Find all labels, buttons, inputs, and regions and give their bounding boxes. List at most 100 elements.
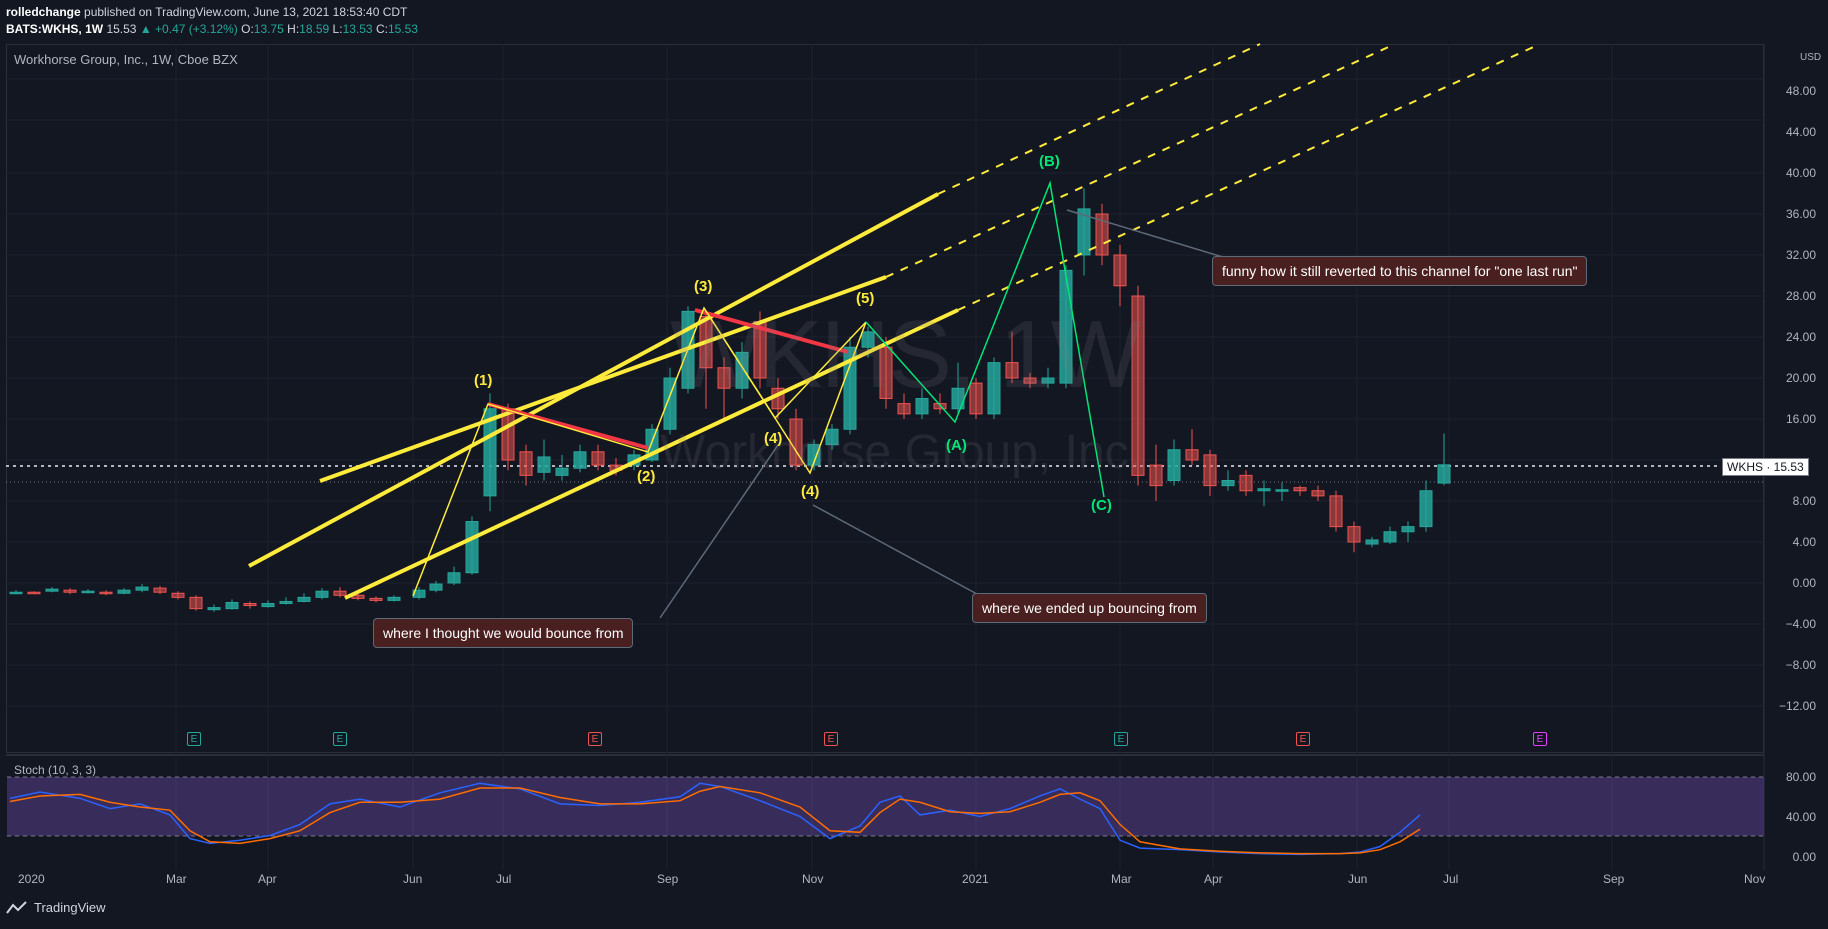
candle-body[interactable]	[987, 362, 1001, 415]
candle-body[interactable]	[315, 590, 329, 598]
candle-body[interactable]	[243, 603, 257, 607]
candle-body[interactable]	[1203, 454, 1217, 487]
candle-body[interactable]	[171, 592, 185, 598]
ohlc-legend: BATS:WKHS, 1W 15.53 ▲ +0.47 (+3.12%) O:1…	[6, 22, 418, 36]
callout-bounce-actual[interactable]: where we ended up bouncing from	[972, 593, 1207, 623]
candle-body[interactable]	[1059, 269, 1073, 384]
candle-body[interactable]	[189, 596, 203, 610]
candle-body[interactable]	[1113, 254, 1127, 287]
y-tick: 24.00	[1785, 330, 1816, 344]
y-tick: 8.00	[1792, 494, 1816, 508]
x-tick: Jul	[1443, 872, 1459, 886]
candle-body[interactable]	[1149, 464, 1163, 487]
candle-body[interactable]	[843, 346, 857, 430]
candle-body[interactable]	[117, 589, 131, 594]
candle-body[interactable]	[879, 346, 893, 399]
candle-body[interactable]	[1077, 208, 1091, 256]
candle-body[interactable]	[387, 596, 401, 601]
candle-body[interactable]	[483, 408, 497, 497]
candle-body[interactable]	[1167, 449, 1181, 481]
candle-body[interactable]	[63, 589, 77, 593]
candle-body[interactable]	[1095, 213, 1109, 256]
candle-body[interactable]	[591, 451, 605, 466]
candle-body[interactable]	[1239, 474, 1253, 492]
candle-body[interactable]	[27, 591, 41, 595]
author-name[interactable]: rolledchange	[6, 5, 81, 19]
footer-brand[interactable]: TradingView	[6, 900, 106, 915]
earnings-badge[interactable]: E	[824, 732, 838, 746]
candle-body[interactable]	[555, 467, 569, 476]
candle-body[interactable]	[135, 586, 149, 591]
candle-body[interactable]	[447, 572, 461, 584]
candle-body[interactable]	[81, 590, 95, 594]
candle-body[interactable]	[261, 603, 275, 608]
candle-body[interactable]	[207, 607, 221, 611]
x-tick: Jun	[403, 872, 423, 886]
pane-separator[interactable]	[6, 754, 1764, 756]
price-change: ▲ +0.47 (+3.12%)	[139, 22, 238, 36]
wave-label-1: (1)	[474, 372, 493, 389]
elliott-impulse-alt	[703, 307, 867, 420]
candle-body[interactable]	[99, 591, 113, 595]
candle-body[interactable]	[1329, 495, 1343, 528]
earnings-badge[interactable]: E	[187, 732, 201, 746]
candle-body[interactable]	[717, 367, 731, 389]
wave-label-b: (B)	[1039, 153, 1060, 170]
candle-body[interactable]	[969, 382, 983, 415]
candle-body[interactable]	[412, 589, 426, 598]
candle-body[interactable]	[1257, 488, 1271, 492]
candle-body[interactable]	[1131, 295, 1145, 476]
candle-body[interactable]	[1437, 464, 1451, 484]
candle-body[interactable]	[45, 588, 59, 592]
candle-body[interactable]	[9, 591, 23, 595]
callout-last-run[interactable]: funny how it still reverted to this chan…	[1212, 256, 1588, 286]
candle-body[interactable]	[429, 583, 443, 591]
callout-bounce-thought[interactable]: where I thought we would bounce from	[373, 618, 634, 648]
candle-body[interactable]	[1221, 480, 1235, 487]
candle-body[interactable]	[519, 451, 533, 476]
earnings-badge[interactable]: E	[588, 732, 602, 746]
elliott-abc-wave	[865, 180, 1105, 498]
candle-body[interactable]	[225, 601, 239, 610]
candle-body[interactable]	[153, 587, 167, 593]
x-tick: Jun	[1348, 872, 1368, 886]
wave-label-4b: (4)	[801, 483, 820, 500]
candle-body[interactable]	[537, 456, 551, 473]
candle-body[interactable]	[369, 597, 383, 601]
x-tick: Sep	[1603, 872, 1625, 886]
candle-body[interactable]	[1275, 489, 1289, 492]
candle-body[interactable]	[1041, 377, 1055, 384]
candle-body[interactable]	[1311, 490, 1325, 497]
candle-body[interactable]	[1347, 526, 1361, 543]
candle-body[interactable]	[1005, 362, 1019, 379]
candle-body[interactable]	[1401, 526, 1415, 533]
candle-body[interactable]	[465, 521, 479, 574]
indicator-label[interactable]: Stoch (10, 3, 3)	[14, 763, 97, 777]
candle-body[interactable]	[573, 451, 587, 469]
candle-body[interactable]	[897, 403, 911, 415]
callout-connector	[812, 504, 989, 601]
earnings-badge[interactable]: E	[1533, 732, 1547, 746]
earnings-badge[interactable]: E	[1296, 732, 1310, 746]
candle-body[interactable]	[915, 398, 929, 415]
candle-body[interactable]	[1023, 377, 1037, 384]
close-value: 15.53	[387, 22, 418, 36]
candle-body[interactable]	[1185, 449, 1199, 461]
candle-body[interactable]	[807, 444, 821, 466]
candle-body[interactable]	[825, 428, 839, 446]
x-tick: Apr	[1204, 872, 1223, 886]
candle-body[interactable]	[1383, 531, 1397, 543]
candle-body[interactable]	[1293, 487, 1307, 492]
earnings-badge[interactable]: E	[1114, 732, 1128, 746]
channel-extensions	[885, 43, 1541, 311]
candle-body[interactable]	[1365, 539, 1379, 545]
candle-body[interactable]	[297, 596, 311, 602]
candle-body[interactable]	[663, 377, 677, 430]
candle-body[interactable]	[333, 590, 347, 596]
candle-body[interactable]	[1419, 490, 1433, 528]
candle-body[interactable]	[279, 600, 293, 605]
candle-body[interactable]	[861, 331, 875, 348]
earnings-badge[interactable]: E	[333, 732, 347, 746]
y-tick: −4.00	[1785, 617, 1816, 631]
